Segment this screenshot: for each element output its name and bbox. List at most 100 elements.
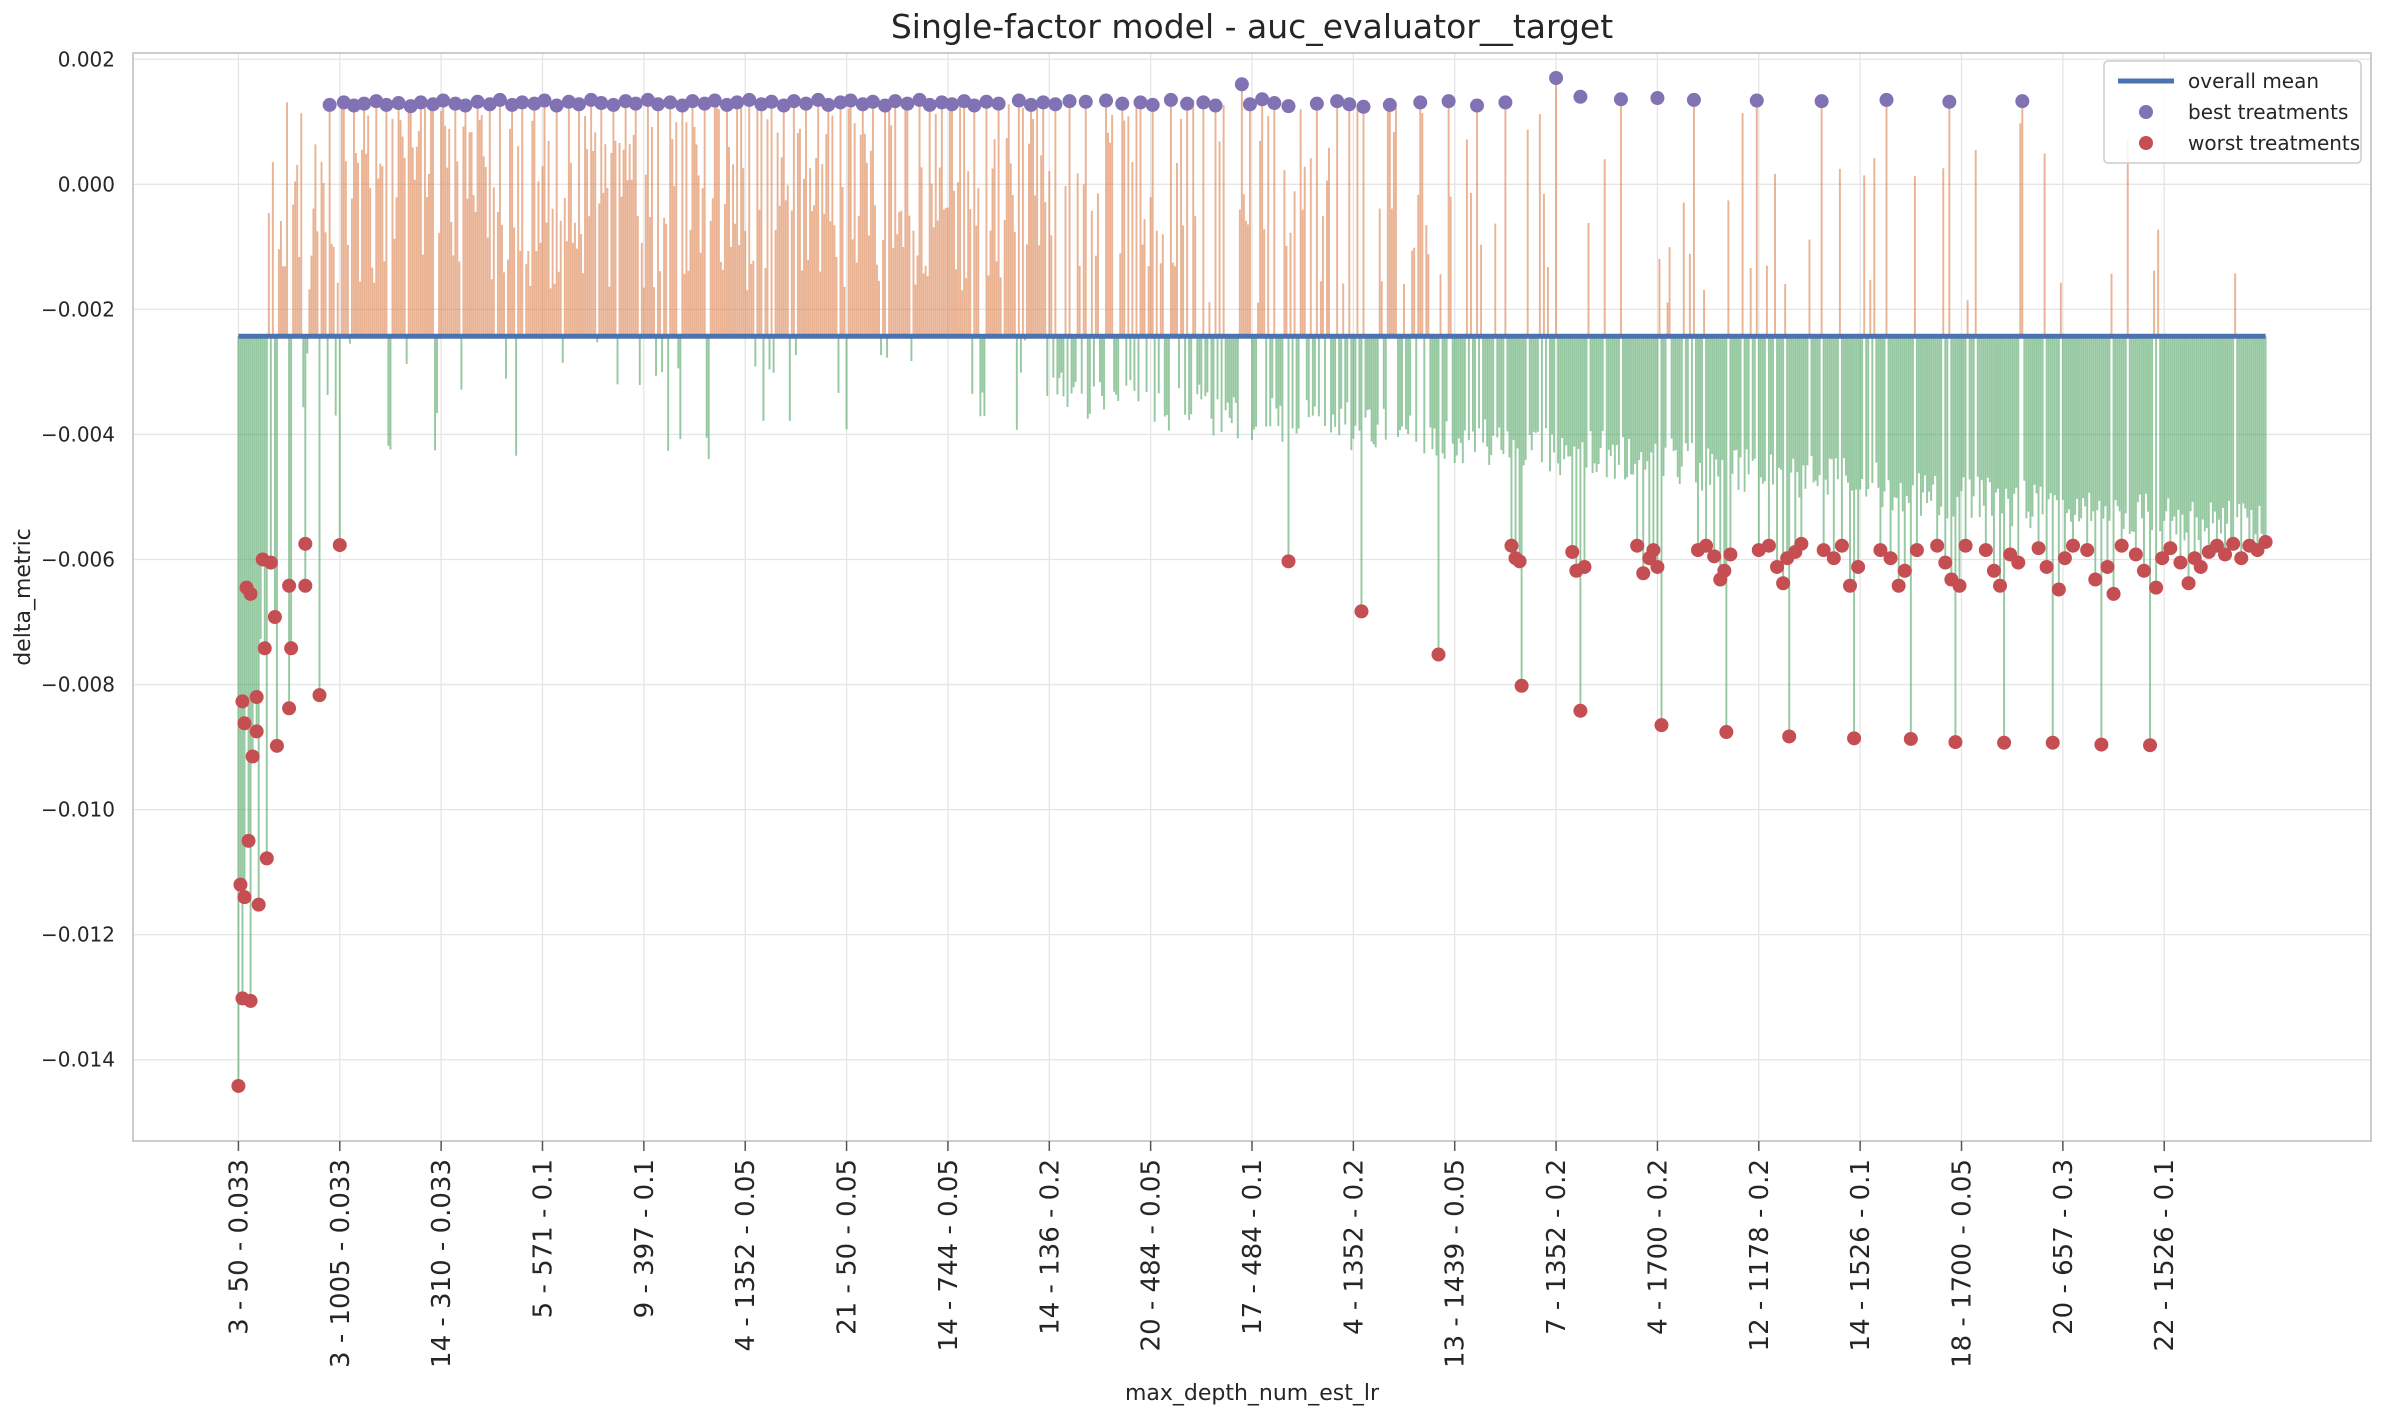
bar bbox=[1449, 196, 1452, 337]
bar bbox=[732, 164, 735, 337]
bar bbox=[871, 101, 874, 337]
bar bbox=[292, 204, 295, 337]
bar bbox=[2173, 336, 2176, 517]
bar bbox=[1433, 336, 1436, 429]
bar bbox=[2215, 336, 2218, 546]
bar bbox=[1105, 100, 1108, 337]
worst-treatment-point bbox=[241, 833, 256, 848]
bar bbox=[1747, 336, 1750, 475]
bar bbox=[2108, 336, 2111, 521]
bar bbox=[2118, 336, 2121, 512]
bar bbox=[561, 336, 564, 363]
x-tick-label: 12 - 1178 - 0.2 bbox=[1745, 1159, 1775, 1351]
bar bbox=[1257, 302, 1260, 337]
bar bbox=[1445, 336, 1448, 422]
best-treatment-point bbox=[1255, 92, 1270, 107]
bar bbox=[517, 146, 520, 337]
bar bbox=[2080, 336, 2083, 519]
bar bbox=[596, 336, 599, 343]
bar bbox=[659, 271, 662, 337]
bar bbox=[936, 220, 939, 337]
bar bbox=[1149, 197, 1152, 337]
bar bbox=[2187, 336, 2190, 584]
bar bbox=[2007, 336, 2010, 499]
bar bbox=[2094, 336, 2097, 580]
bar bbox=[837, 336, 840, 393]
bar bbox=[1230, 336, 1233, 424]
bar bbox=[363, 103, 366, 337]
bar bbox=[1117, 336, 1120, 402]
bar bbox=[1291, 336, 1294, 429]
bar bbox=[1853, 336, 1856, 739]
bar bbox=[681, 105, 684, 337]
bar bbox=[1188, 336, 1191, 420]
y-tick-label: 0.002 bbox=[58, 47, 115, 71]
bar bbox=[1176, 163, 1178, 337]
bar bbox=[1974, 150, 1977, 337]
bar bbox=[2001, 336, 2004, 514]
bar bbox=[1072, 336, 1075, 388]
best-treatment-point bbox=[979, 94, 994, 109]
bar bbox=[2005, 336, 2008, 489]
bar bbox=[334, 336, 337, 416]
bar bbox=[1759, 336, 1762, 478]
bar bbox=[367, 115, 370, 337]
bar bbox=[1194, 216, 1197, 337]
bar bbox=[2023, 336, 2026, 481]
bar bbox=[1263, 229, 1266, 337]
bar bbox=[2090, 336, 2093, 521]
bar bbox=[890, 125, 893, 337]
bar bbox=[669, 102, 672, 337]
bar bbox=[665, 223, 668, 337]
best-treatment-point bbox=[799, 96, 814, 111]
bar bbox=[1857, 336, 1860, 567]
bar bbox=[365, 153, 368, 337]
bar bbox=[869, 150, 872, 337]
bar bbox=[1210, 336, 1213, 419]
bar bbox=[1155, 230, 1158, 337]
bar bbox=[1480, 244, 1483, 337]
bar bbox=[2197, 336, 2200, 541]
bar bbox=[600, 103, 603, 337]
bar bbox=[740, 104, 743, 337]
best-treatment-point bbox=[1115, 96, 1130, 111]
bar bbox=[894, 101, 897, 337]
bar bbox=[653, 287, 655, 337]
x-tick-label: 21 - 50 - 0.05 bbox=[833, 1159, 863, 1335]
bar bbox=[468, 132, 471, 337]
bar bbox=[1794, 336, 1797, 552]
bar bbox=[1279, 336, 1282, 406]
worst-treatment-point bbox=[2173, 555, 2188, 570]
bar bbox=[1950, 336, 1953, 580]
bar bbox=[2025, 336, 2028, 519]
bar bbox=[1242, 194, 1245, 337]
best-treatment-point bbox=[888, 94, 903, 109]
bar bbox=[1356, 107, 1359, 337]
bar bbox=[2228, 336, 2231, 501]
bar bbox=[912, 230, 915, 337]
best-treatment-point bbox=[1024, 97, 1039, 112]
bar bbox=[361, 149, 364, 337]
bar bbox=[2082, 336, 2085, 499]
worst-treatment-point bbox=[1816, 543, 1831, 558]
bar bbox=[432, 104, 434, 337]
bar bbox=[2226, 336, 2229, 524]
bar bbox=[1672, 336, 1675, 451]
bar bbox=[1135, 104, 1138, 337]
bar bbox=[667, 336, 670, 451]
bar bbox=[1506, 336, 1509, 432]
bar bbox=[938, 167, 941, 337]
bar bbox=[466, 198, 469, 337]
best-treatment-point bbox=[1356, 99, 1371, 114]
bar bbox=[1741, 113, 1744, 337]
bar bbox=[557, 271, 560, 337]
bar bbox=[1147, 266, 1150, 337]
bar bbox=[1328, 147, 1330, 337]
bar bbox=[1315, 103, 1318, 337]
bar bbox=[239, 336, 242, 885]
bar bbox=[2205, 336, 2208, 529]
best-treatment-point bbox=[1879, 92, 1894, 107]
legend-best-label: best treatments bbox=[2188, 100, 2348, 124]
best-treatment-point bbox=[1062, 94, 1077, 109]
worst-treatment-point bbox=[2163, 541, 2178, 556]
